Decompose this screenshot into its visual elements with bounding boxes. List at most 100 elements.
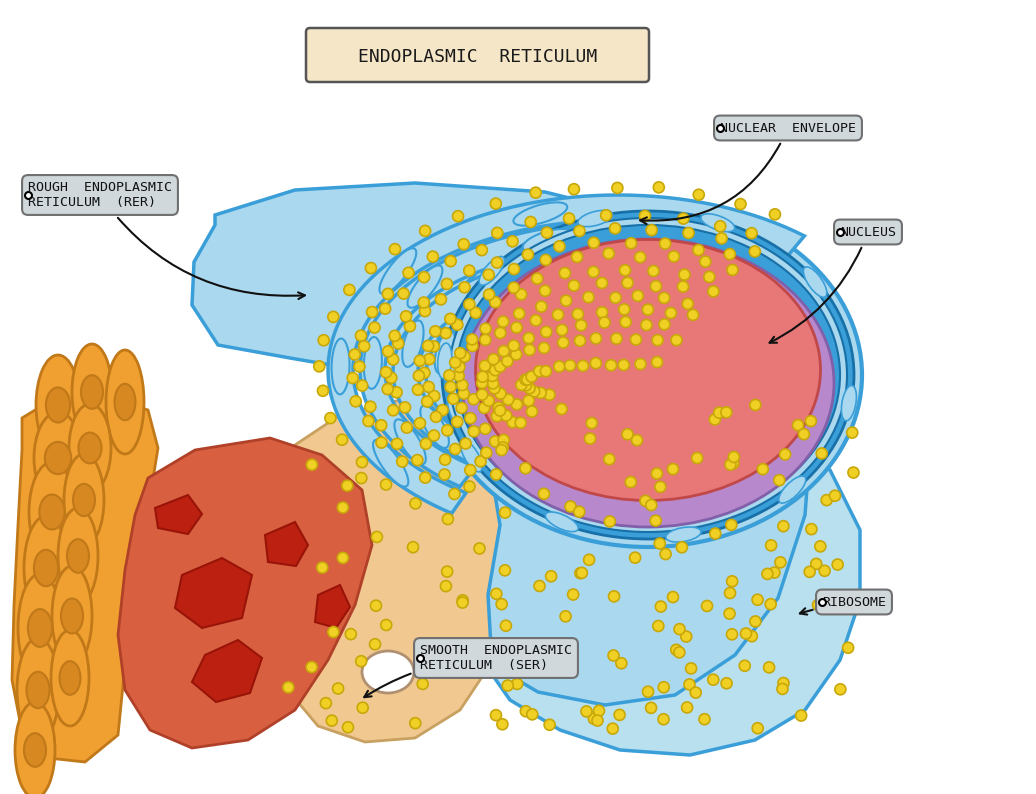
Ellipse shape xyxy=(24,516,68,620)
Circle shape xyxy=(459,282,470,293)
Ellipse shape xyxy=(17,638,59,742)
Circle shape xyxy=(488,353,499,364)
Circle shape xyxy=(343,722,353,733)
Polygon shape xyxy=(265,522,308,566)
Circle shape xyxy=(429,341,439,352)
Ellipse shape xyxy=(28,609,52,647)
Circle shape xyxy=(805,415,816,426)
Circle shape xyxy=(483,395,494,407)
Polygon shape xyxy=(488,326,515,360)
Circle shape xyxy=(766,540,777,551)
Circle shape xyxy=(491,257,502,268)
Circle shape xyxy=(673,647,685,658)
Polygon shape xyxy=(435,331,456,374)
Circle shape xyxy=(542,227,552,238)
Circle shape xyxy=(390,330,400,341)
Circle shape xyxy=(430,411,441,422)
Circle shape xyxy=(450,444,461,454)
Circle shape xyxy=(464,265,474,276)
Circle shape xyxy=(465,413,476,424)
Circle shape xyxy=(668,251,680,262)
Circle shape xyxy=(512,678,523,689)
Ellipse shape xyxy=(52,566,92,666)
Polygon shape xyxy=(545,512,578,532)
Circle shape xyxy=(575,568,585,579)
Polygon shape xyxy=(393,250,755,465)
Circle shape xyxy=(716,233,727,244)
Circle shape xyxy=(317,385,328,396)
Circle shape xyxy=(420,306,431,317)
Circle shape xyxy=(819,565,830,576)
Circle shape xyxy=(559,268,571,279)
Circle shape xyxy=(541,366,551,376)
Circle shape xyxy=(435,294,447,305)
Text: SMOOTH  ENDOPLASMIC
RETICULUM  (SER): SMOOTH ENDOPLASMIC RETICULUM (SER) xyxy=(365,644,572,697)
Circle shape xyxy=(761,569,773,580)
Circle shape xyxy=(766,599,776,610)
Circle shape xyxy=(509,264,519,275)
Circle shape xyxy=(569,183,579,195)
Circle shape xyxy=(500,410,512,421)
Circle shape xyxy=(574,225,585,237)
Circle shape xyxy=(507,236,518,247)
Text: ROUGH  ENDOPLASMIC
RETICULUM  (RER): ROUGH ENDOPLASMIC RETICULUM (RER) xyxy=(28,181,305,299)
Circle shape xyxy=(601,210,611,221)
Circle shape xyxy=(498,345,509,357)
Polygon shape xyxy=(479,256,505,285)
Circle shape xyxy=(830,599,840,611)
Circle shape xyxy=(481,447,492,458)
Circle shape xyxy=(494,405,506,416)
Circle shape xyxy=(544,719,555,730)
Circle shape xyxy=(656,601,666,612)
Circle shape xyxy=(380,479,392,490)
Circle shape xyxy=(333,683,344,694)
Ellipse shape xyxy=(106,350,144,454)
Circle shape xyxy=(778,521,788,532)
Circle shape xyxy=(635,252,645,263)
Circle shape xyxy=(495,388,506,399)
Circle shape xyxy=(369,322,380,333)
Polygon shape xyxy=(407,265,442,308)
Polygon shape xyxy=(513,345,539,376)
Circle shape xyxy=(607,723,618,734)
Circle shape xyxy=(796,710,807,721)
Circle shape xyxy=(645,499,657,511)
Polygon shape xyxy=(359,222,780,487)
Circle shape xyxy=(496,445,507,456)
Circle shape xyxy=(678,281,689,292)
Circle shape xyxy=(429,391,439,402)
Circle shape xyxy=(349,349,361,360)
Circle shape xyxy=(749,246,760,257)
Circle shape xyxy=(594,705,604,716)
Circle shape xyxy=(608,650,618,661)
Circle shape xyxy=(581,706,592,717)
Ellipse shape xyxy=(36,355,80,455)
Polygon shape xyxy=(461,440,482,472)
Ellipse shape xyxy=(34,412,82,504)
Circle shape xyxy=(564,213,575,224)
Circle shape xyxy=(659,319,670,330)
Circle shape xyxy=(660,549,671,560)
Circle shape xyxy=(355,330,367,341)
Circle shape xyxy=(565,501,576,512)
Circle shape xyxy=(603,248,614,259)
Circle shape xyxy=(560,295,572,306)
Circle shape xyxy=(344,284,355,295)
Polygon shape xyxy=(578,210,612,226)
Circle shape xyxy=(655,538,665,549)
Circle shape xyxy=(553,361,565,372)
Circle shape xyxy=(724,249,736,260)
Circle shape xyxy=(626,237,636,249)
Ellipse shape xyxy=(71,344,112,440)
Polygon shape xyxy=(803,267,827,297)
Circle shape xyxy=(721,407,731,418)
Circle shape xyxy=(815,541,826,552)
Ellipse shape xyxy=(46,387,70,422)
Circle shape xyxy=(674,623,685,634)
Circle shape xyxy=(658,714,669,725)
Circle shape xyxy=(350,396,362,407)
Circle shape xyxy=(413,370,425,381)
Circle shape xyxy=(480,323,491,334)
Circle shape xyxy=(642,304,654,315)
Circle shape xyxy=(452,319,463,330)
